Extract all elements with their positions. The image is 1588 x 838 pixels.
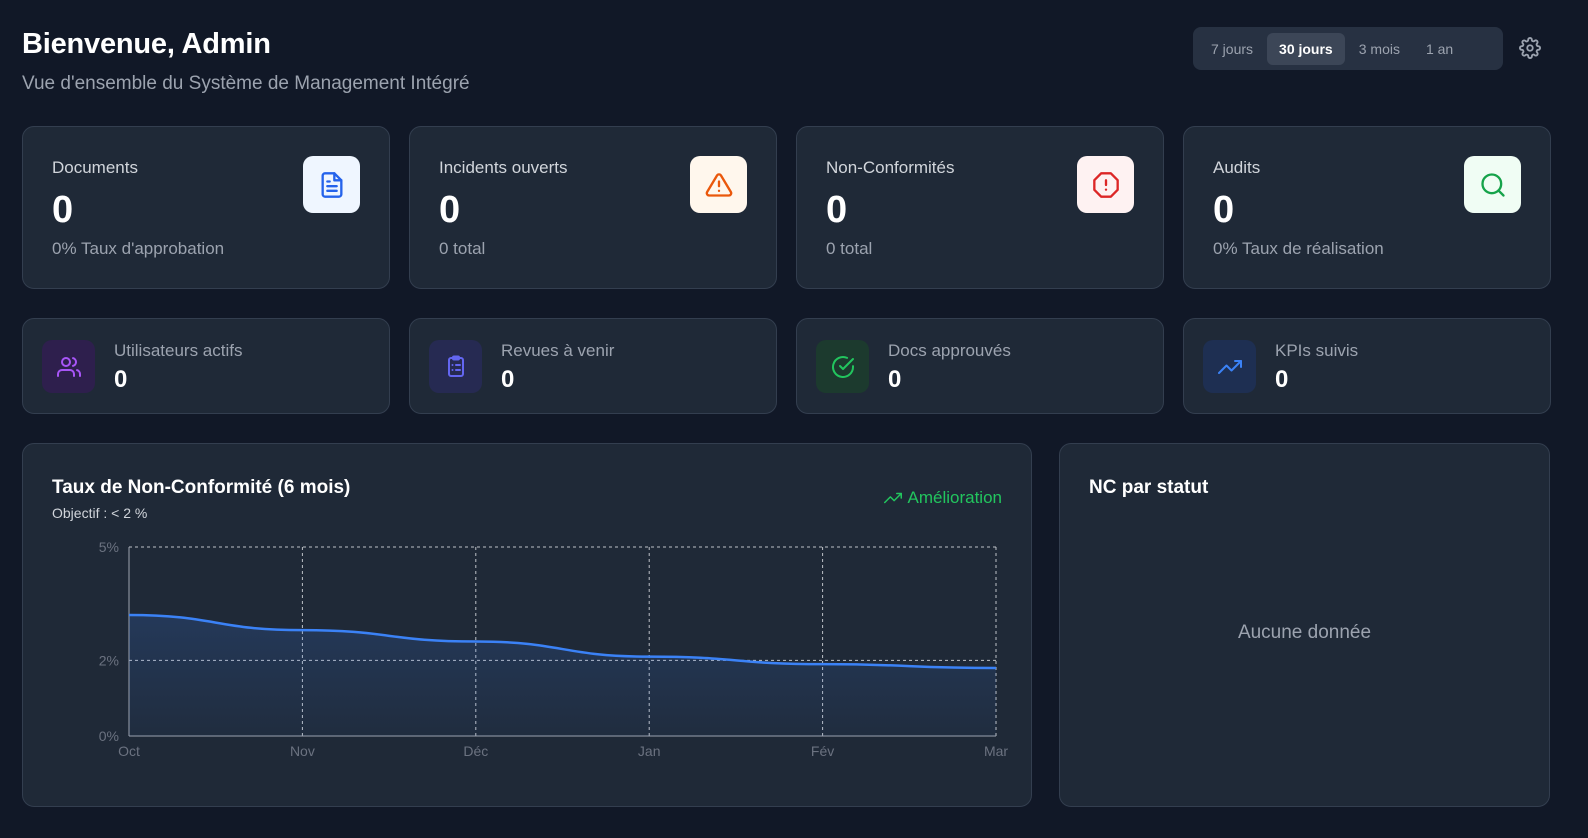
header: Bienvenue, Admin Vue d'ensemble du Systè… xyxy=(22,28,470,95)
y-tick-label: 5% xyxy=(99,539,119,555)
stat-label: Audits xyxy=(1213,158,1261,177)
nc-status-card: NC par statut Aucune donnée xyxy=(1059,443,1550,807)
x-tick-label: Oct xyxy=(118,743,140,759)
stat-subtext: 0% Taux de réalisation xyxy=(1213,239,1384,258)
trend-badge: Amélioration xyxy=(883,488,1003,508)
nc-rate-chart-card: Taux de Non-Conformité (6 mois) Objectif… xyxy=(22,443,1032,807)
x-tick-label: Jan xyxy=(638,743,661,759)
mini-value: 0 xyxy=(888,366,902,393)
chart-title: Taux de Non-Conformité (6 mois) xyxy=(52,477,351,498)
mini-value: 0 xyxy=(501,366,515,393)
period-option-3-months[interactable]: 3 mois xyxy=(1358,40,1400,57)
chart-subtitle: Objectif : < 2 % xyxy=(52,505,148,521)
page-subtitle: Vue d'ensemble du Système de Management … xyxy=(22,73,470,94)
stat-value: 0 xyxy=(439,189,461,231)
x-tick-label: Mar xyxy=(984,743,1008,759)
series-line xyxy=(128,613,997,670)
mini-card-kpis[interactable]: KPIs suivis 0 xyxy=(1183,318,1551,414)
stat-subtext: 0 total xyxy=(826,239,873,258)
stat-value: 0 xyxy=(826,189,848,231)
stat-subtext: 0 total xyxy=(439,239,486,258)
stat-card-audits[interactable]: Audits 0 0% Taux de réalisation xyxy=(1183,126,1551,289)
stat-subtext: 0% Taux d'approbation xyxy=(52,239,225,258)
period-option-7-days[interactable]: 7 jours xyxy=(1211,40,1254,57)
y-tick-label: 0% xyxy=(99,728,119,744)
mini-card-active-users[interactable]: Utilisateurs actifs 0 xyxy=(22,318,390,414)
users-icon xyxy=(42,340,95,393)
mini-label: Docs approuvés xyxy=(888,341,1011,360)
period-option-1-year[interactable]: 1 an xyxy=(1425,40,1454,57)
stat-label: Incidents ouverts xyxy=(439,158,568,177)
stat-card-incidents[interactable]: Incidents ouverts 0 0 total xyxy=(409,126,777,289)
gear-icon xyxy=(1519,37,1541,59)
nc-rate-chart: Oct Nov Déc Jan Fév Mar 0% 2% 5% xyxy=(99,539,1009,759)
status-title: NC par statut xyxy=(1089,477,1209,498)
clipboard-list-icon xyxy=(429,340,482,393)
empty-state-text: Aucune donnée xyxy=(1237,622,1372,643)
x-tick-label: Déc xyxy=(463,743,488,759)
stat-label: Non-Conformités xyxy=(826,158,955,177)
alert-octagon-icon xyxy=(1077,156,1134,213)
check-circle-icon xyxy=(816,340,869,393)
trending-up-icon xyxy=(883,492,902,504)
page-title: Bienvenue, Admin xyxy=(22,28,271,60)
x-tick-label: Fév xyxy=(811,743,834,759)
stat-label: Documents xyxy=(52,158,138,177)
settings-button[interactable] xyxy=(1519,37,1543,61)
search-icon xyxy=(1464,156,1521,213)
mini-value: 0 xyxy=(1275,366,1289,393)
mini-label: Revues à venir xyxy=(501,341,615,360)
mini-card-upcoming-reviews[interactable]: Revues à venir 0 xyxy=(409,318,777,414)
mini-label: KPIs suivis xyxy=(1275,341,1359,360)
series-area xyxy=(129,615,996,736)
stat-card-documents[interactable]: Documents 0 0% Taux d'approbation xyxy=(22,126,390,289)
stat-value: 0 xyxy=(1213,189,1235,231)
stat-card-non-conformities[interactable]: Non-Conformités 0 0 total xyxy=(796,126,1164,289)
trending-up-icon xyxy=(1203,340,1256,393)
mini-value: 0 xyxy=(114,366,128,393)
period-option-30-days[interactable]: 30 jours xyxy=(1267,32,1345,65)
mini-label: Utilisateurs actifs xyxy=(114,341,243,360)
mini-card-approved-docs[interactable]: Docs approuvés 0 xyxy=(796,318,1164,414)
period-selector: 7 jours 30 jours 3 mois 1 an xyxy=(1193,27,1503,70)
y-tick-label: 2% xyxy=(99,652,119,668)
trend-label: Amélioration xyxy=(907,488,1003,507)
x-tick-label: Nov xyxy=(290,743,315,759)
stat-value: 0 xyxy=(52,189,74,231)
document-icon xyxy=(303,156,360,213)
warning-triangle-icon xyxy=(690,156,747,213)
